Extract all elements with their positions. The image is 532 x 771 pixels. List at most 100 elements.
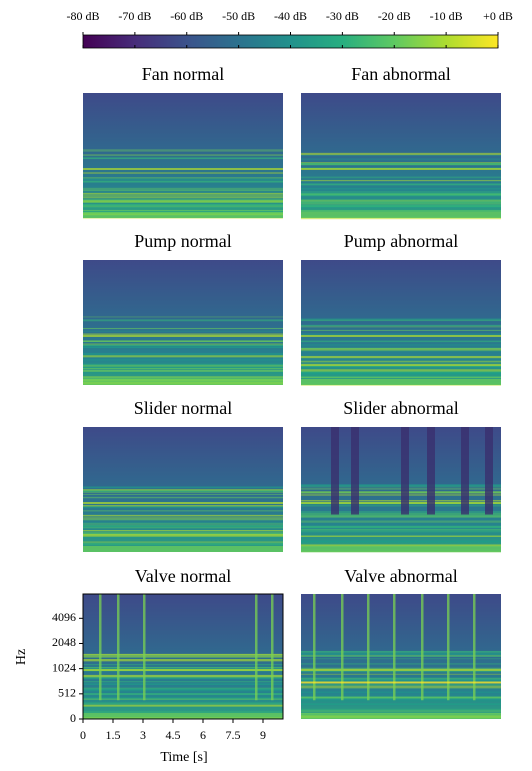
texture: [301, 651, 501, 654]
spectrogram: [301, 427, 501, 553]
x-tick-label: 9: [260, 728, 266, 742]
texture: [301, 681, 501, 684]
texture: [301, 652, 501, 656]
texture: [301, 687, 501, 689]
texture: [301, 329, 501, 331]
texture: [485, 427, 493, 515]
texture: [301, 202, 501, 205]
texture: [301, 168, 501, 170]
x-axis-label: Time [s]: [160, 750, 207, 765]
x-tick-label: 4.5: [166, 728, 181, 742]
texture: [83, 523, 283, 526]
texture: [421, 594, 424, 701]
texture: [83, 696, 283, 699]
colorbar-tick-label: -40 dB: [274, 9, 307, 23]
texture: [83, 355, 283, 358]
texture: [83, 675, 283, 678]
spectrogram: [83, 594, 283, 719]
texture: [301, 677, 501, 680]
texture: [301, 199, 501, 202]
texture: [83, 372, 283, 374]
texture: [83, 541, 283, 544]
texture: [83, 203, 283, 207]
texture: [83, 526, 283, 529]
texture: [301, 683, 501, 686]
texture: [301, 194, 501, 197]
texture: [83, 172, 283, 174]
texture: [83, 319, 283, 322]
texture: [83, 180, 283, 183]
texture: [301, 217, 501, 220]
texture: [301, 163, 501, 166]
texture: [83, 669, 283, 671]
texture: [83, 366, 283, 369]
texture: [301, 200, 501, 202]
texture: [83, 522, 283, 524]
texture: [301, 653, 501, 656]
texture: [83, 677, 283, 679]
texture: [301, 210, 501, 213]
texture: [255, 594, 258, 701]
texture: [83, 316, 283, 318]
texture: [301, 183, 501, 185]
texture: [301, 700, 501, 702]
panel-title: Valve normal: [135, 566, 231, 586]
texture: [301, 324, 501, 326]
texture: [83, 656, 283, 658]
panel-title: Valve abnormal: [344, 566, 457, 586]
texture: [83, 504, 283, 507]
texture: [83, 674, 283, 678]
y-tick-label: 512: [58, 686, 76, 700]
texture: [301, 335, 501, 337]
texture: [83, 154, 283, 156]
y-tick-label: 4096: [52, 610, 76, 624]
texture: [461, 427, 469, 515]
texture: [83, 704, 283, 707]
texture: [301, 713, 501, 719]
texture: [301, 184, 501, 186]
texture: [301, 340, 501, 343]
texture: [117, 594, 120, 701]
texture: [83, 157, 283, 160]
texture: [301, 379, 501, 385]
texture: [367, 594, 370, 701]
texture: [83, 367, 283, 370]
texture: [331, 427, 339, 515]
spectrogram: [83, 260, 283, 385]
texture: [301, 199, 501, 202]
texture: [301, 529, 501, 531]
texture: [83, 491, 283, 493]
texture: [301, 658, 501, 660]
texture: [83, 531, 283, 534]
panel-title: Slider abnormal: [343, 398, 458, 418]
texture: [83, 327, 283, 330]
texture: [83, 702, 283, 705]
texture: [83, 666, 283, 670]
texture: [301, 544, 501, 547]
x-tick-label: 1.5: [106, 728, 121, 742]
texture: [301, 669, 501, 671]
texture: [301, 650, 501, 653]
texture: [83, 199, 283, 202]
texture: [83, 330, 283, 332]
texture: [83, 510, 283, 512]
colorbar-tick-label: -50 dB: [222, 9, 255, 23]
texture: [83, 683, 283, 685]
colorbar-tick-label: -70 dB: [118, 9, 151, 23]
texture: [83, 530, 283, 532]
texture: [83, 206, 283, 209]
texture: [83, 489, 283, 491]
texture: [301, 320, 501, 322]
texture: [301, 528, 501, 530]
texture: [301, 546, 501, 552]
texture: [83, 201, 283, 203]
texture: [301, 355, 501, 359]
texture: [83, 343, 283, 345]
x-tick-label: 7.5: [226, 728, 241, 742]
texture: [447, 594, 450, 701]
texture: [301, 366, 501, 369]
texture: [301, 667, 501, 670]
texture: [301, 333, 501, 336]
y-tick-label: 1024: [52, 660, 76, 674]
texture: [301, 350, 501, 352]
